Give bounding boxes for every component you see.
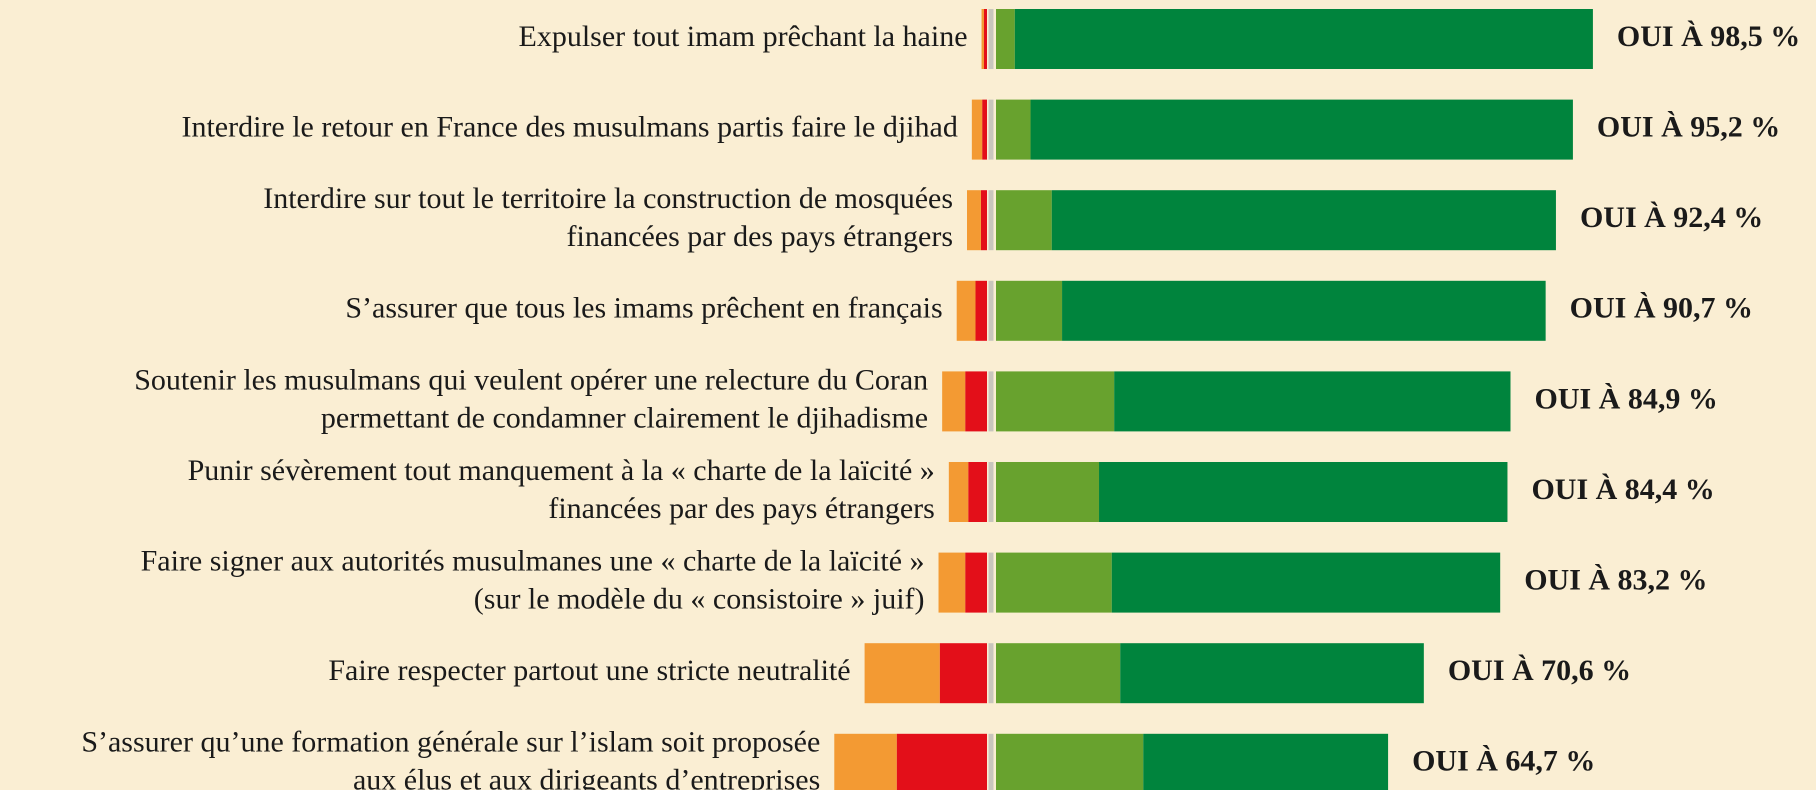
category-label: aux élus et aux dirigeants d’entreprises (353, 764, 820, 790)
bar-segment (996, 280, 1063, 341)
bar-segment (939, 643, 987, 704)
value-label: OUI À 95,2 % (1597, 110, 1780, 143)
category-label: financées par des pays étrangers (567, 220, 953, 253)
bar-segment (965, 552, 987, 613)
bar-segment (975, 280, 987, 341)
value-label: OUI À 98,5 % (1617, 20, 1800, 53)
value-label: OUI À 92,4 % (1580, 201, 1763, 234)
category-label: Soutenir les musulmans qui veulent opére… (134, 363, 928, 396)
value-label: OUI À 84,4 % (1531, 473, 1714, 506)
bar-segment (996, 99, 1031, 160)
center-divider (988, 552, 994, 613)
value-label: OUI À 84,9 % (1534, 382, 1717, 415)
center-divider (988, 9, 994, 69)
bar-segment (967, 190, 981, 251)
bar-segment (996, 733, 1144, 790)
category-label: financées par des pays étrangers (548, 492, 934, 525)
value-label: OUI À 83,2 % (1524, 563, 1707, 596)
category-label: (sur le modèle du « consistoire » juif) (474, 582, 925, 615)
bar-segment (1030, 99, 1573, 160)
bar-segment (996, 462, 1100, 522)
bar-segment (996, 552, 1112, 613)
bar-segment (971, 99, 983, 160)
bar-segment (1014, 9, 1593, 69)
bar-segment (938, 552, 966, 613)
center-divider (988, 371, 994, 432)
category-label: S’assurer qu’une formation générale sur … (81, 726, 820, 759)
category-label: permettant de condamner clairement le dj… (321, 401, 928, 434)
bar-segment (996, 643, 1121, 704)
bar-segment (942, 371, 966, 432)
center-divider (988, 280, 994, 341)
category-label: Faire signer aux autorités musulmanes un… (141, 544, 925, 577)
bar-segment (948, 462, 969, 522)
bar-segment (996, 371, 1115, 432)
bar-segment (896, 733, 987, 790)
center-divider (988, 190, 994, 251)
value-label: OUI À 70,6 % (1448, 654, 1631, 687)
bar-segment (1111, 552, 1501, 613)
bar-segment (996, 9, 1015, 69)
bar-segment (1062, 280, 1546, 341)
bar-segment (1120, 643, 1424, 704)
bar-segment (965, 371, 987, 432)
bar-segment (968, 462, 987, 522)
bar-segment (1099, 462, 1508, 522)
value-label: OUI À 64,7 % (1412, 745, 1595, 778)
center-divider (988, 733, 994, 790)
bar-segment (1114, 371, 1511, 432)
bar-segment (996, 190, 1052, 251)
bar-segment (864, 643, 940, 704)
value-label: OUI À 90,7 % (1570, 292, 1753, 325)
center-divider (988, 462, 994, 522)
center-divider (988, 643, 994, 704)
category-label: Expulser tout imam prêchant la haine (519, 20, 968, 53)
category-label: Interdire sur tout le territoire la cons… (263, 182, 953, 215)
bar-segment (982, 99, 987, 160)
bar-segment (980, 190, 987, 251)
bar-segment (834, 733, 897, 790)
bar-segment (1143, 733, 1389, 790)
bar-segment (956, 280, 976, 341)
category-label: Interdire le retour en France des musulm… (181, 110, 957, 143)
category-label: S’assurer que tous les imams prêchent en… (345, 292, 942, 325)
bar-segment (1051, 190, 1556, 251)
bar-segment (983, 9, 987, 69)
bar-segment (981, 9, 984, 69)
center-divider (988, 99, 994, 160)
category-label: Faire respecter partout une stricte neut… (328, 654, 850, 687)
category-label: Punir sévèrement tout manquement à la « … (188, 454, 935, 487)
